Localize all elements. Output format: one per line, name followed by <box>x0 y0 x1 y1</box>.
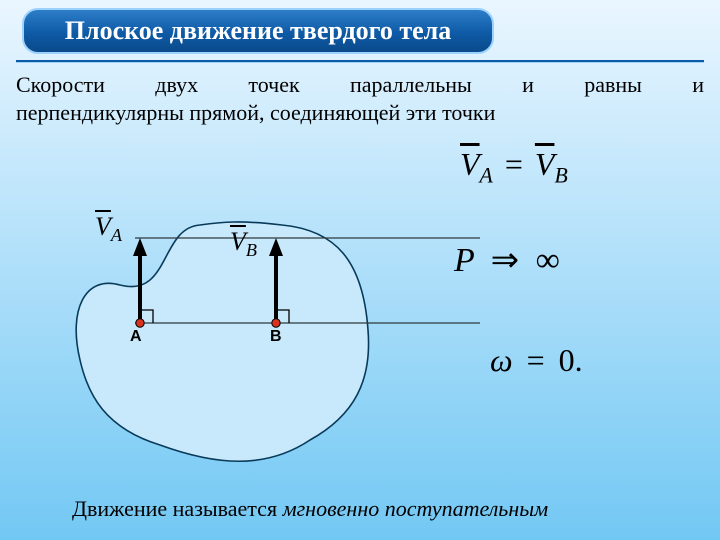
vector-label-B: VB <box>230 227 257 261</box>
equation-3: ω = 0. <box>490 342 583 379</box>
slide-title: Плоское движение твердого тела <box>22 8 494 54</box>
point-A <box>136 319 144 327</box>
vector-label-A: VA <box>95 212 122 246</box>
equation-1: VA = VB <box>460 146 568 188</box>
equation-2: P ⇒ ∞ <box>454 240 560 280</box>
rigid-body-blob <box>76 222 368 461</box>
slide: Плоское движение твердого тела Скорости … <box>0 0 720 540</box>
bottom-caption-plain: Движение называется <box>72 496 283 521</box>
bottom-caption: Движение называется мгновенно поступател… <box>72 496 548 522</box>
bottom-caption-italic: мгновенно поступательным <box>283 496 549 521</box>
title-underline <box>16 60 704 63</box>
body-line-2: перпендикулярны прямой, соединяющей эти … <box>16 100 704 126</box>
slide-title-text: Плоское движение твердого тела <box>65 16 451 46</box>
body-line-1: Скорости двух точек параллельны и равны … <box>16 72 704 98</box>
point-B <box>272 319 280 327</box>
point-label-B: В <box>270 328 282 346</box>
point-label-A: А <box>130 328 142 346</box>
diagram-svg <box>50 170 670 480</box>
